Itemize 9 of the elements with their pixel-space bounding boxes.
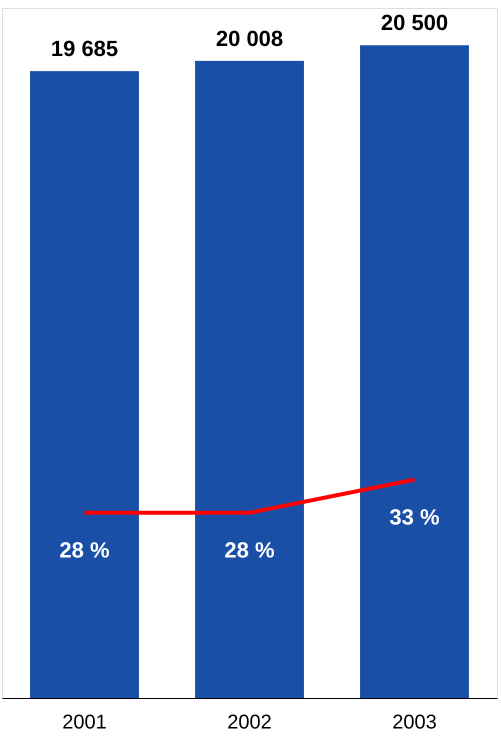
data-label: 28 %	[59, 538, 110, 563]
data-label: 20 500	[380, 10, 448, 36]
data-label: 20 008	[216, 26, 284, 51]
data-label: 19 685	[50, 36, 118, 62]
data-label: 33 %	[389, 504, 440, 530]
data-label: 28 %	[224, 538, 275, 563]
x-tick-label: 2003	[392, 712, 437, 734]
x-tick-label: 2001	[62, 712, 107, 734]
x-tick-label: 2002	[227, 712, 272, 734]
